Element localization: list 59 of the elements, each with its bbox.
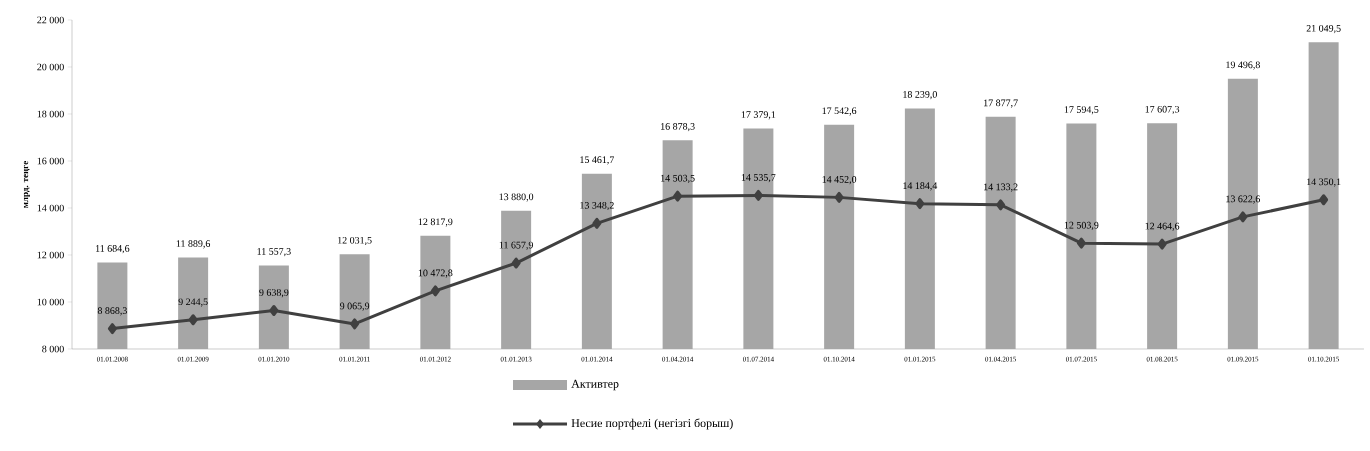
point <box>753 189 763 201</box>
data-label: 17 379,1 <box>741 111 776 120</box>
legend-label: Несие портфелі (негізгі борыш) <box>571 418 733 430</box>
data-label: 9 244,5 <box>178 298 208 307</box>
data-label: 18 239,0 <box>903 91 937 100</box>
data-label: 12 503,9 <box>1064 221 1099 230</box>
data-label: 13 348,2 <box>580 201 614 211</box>
y-axis-title: млрд. теңге <box>23 161 30 208</box>
y-tick-label: 16 000 <box>37 157 64 165</box>
data-label: 12 817,9 <box>418 218 453 227</box>
data-label: 15 461,7 <box>580 156 615 165</box>
data-label: 16 878,3 <box>661 123 695 132</box>
data-label: 13 622,6 <box>1226 195 1261 204</box>
data-label: 14 184,4 <box>903 182 938 191</box>
point <box>592 217 602 229</box>
y-tick-label: 20 000 <box>37 63 64 71</box>
y-tick-label: 12 000 <box>37 251 64 259</box>
point <box>1238 211 1248 223</box>
data-label: 21 049,5 <box>1306 24 1341 34</box>
y-tick-label: 18 000 <box>37 110 64 118</box>
y-tick-label: 22 000 <box>37 16 64 24</box>
point <box>511 257 521 269</box>
data-label: 13 880,0 <box>499 193 534 202</box>
data-label: 17 877,7 <box>984 99 1018 108</box>
point <box>1157 238 1167 250</box>
point <box>269 304 279 316</box>
point <box>1319 194 1329 206</box>
data-label: 14 535,7 <box>741 174 776 183</box>
data-label: 12 464,6 <box>1145 222 1180 231</box>
point <box>430 285 440 297</box>
data-label: 11 684,6 <box>96 245 130 254</box>
point <box>673 190 683 202</box>
data-label: 11 557,3 <box>257 248 291 257</box>
point <box>1076 237 1086 249</box>
data-label: 14 452,0 <box>822 176 857 185</box>
data-label: 11 889,6 <box>176 240 211 249</box>
point <box>188 314 198 326</box>
data-label: 8 868,3 <box>97 307 127 316</box>
point <box>996 199 1006 211</box>
data-label: 14 133,2 <box>984 183 1018 192</box>
data-label: 14 350,1 <box>1307 178 1341 187</box>
point <box>107 323 117 335</box>
data-label: 17 542,6 <box>822 107 857 116</box>
point <box>915 198 925 210</box>
y-tick-label: 10 000 <box>37 298 64 306</box>
point <box>834 191 844 203</box>
data-label: 17 594,5 <box>1064 106 1099 115</box>
data-label: 11 657,9 <box>499 241 533 250</box>
data-label: 17 607,3 <box>1145 105 1180 115</box>
point <box>350 318 360 330</box>
y-tick-label: 8 000 <box>42 345 64 353</box>
data-label: 12 031,5 <box>338 236 372 246</box>
data-label: 14 503,5 <box>661 174 695 183</box>
data-label: 9 065,9 <box>340 302 370 311</box>
data-label: 19 496,8 <box>1226 61 1260 70</box>
y-tick-label: 14 000 <box>37 204 64 212</box>
data-label: 10 472,8 <box>418 269 453 278</box>
data-label: 9 638,9 <box>259 289 289 298</box>
legend-label: Активтер <box>571 379 619 391</box>
